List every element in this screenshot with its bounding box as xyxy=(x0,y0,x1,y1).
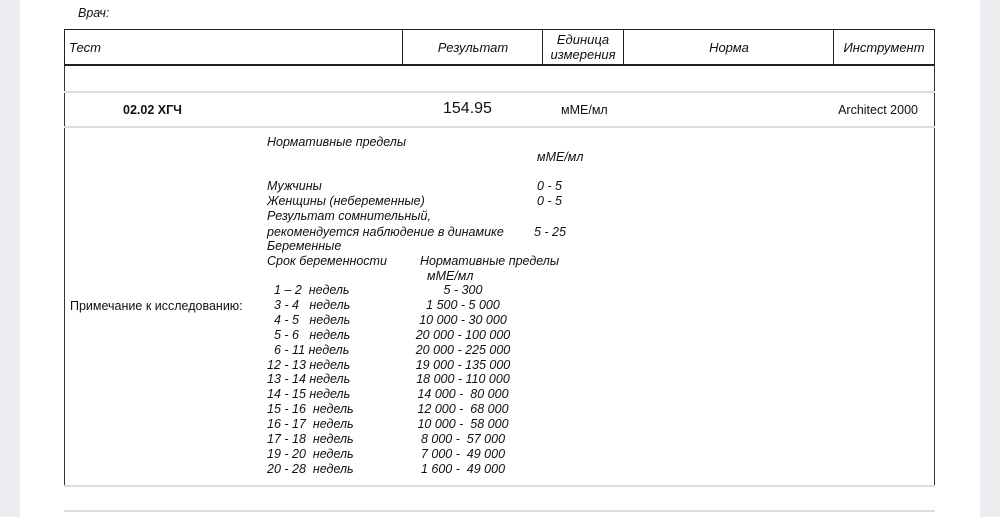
header-norm: Норма xyxy=(709,39,749,55)
week-range: 19 000 - 135 000 xyxy=(415,357,511,372)
result-unit: мМЕ/мл xyxy=(561,103,608,117)
range-label: Результат сомнительный, xyxy=(267,209,431,224)
week-range: 20 000 - 225 000 xyxy=(415,342,511,357)
header-result: Результат xyxy=(437,39,509,55)
week-term: 5 - 6 недель xyxy=(274,327,351,342)
limits-header: Нормативные пределы xyxy=(420,254,560,268)
range-value: 0 - 5 xyxy=(537,194,563,209)
pregnant-label: Беременные xyxy=(267,239,342,253)
range-label: Женщины (небеременные) xyxy=(267,194,425,209)
week-term: 14 - 15 недель xyxy=(267,387,351,402)
week-term: 16 - 17 недель xyxy=(267,417,354,432)
term-header: Срок беременности xyxy=(267,254,387,268)
week-range: 7 000 - 49 000 xyxy=(420,446,506,461)
week-range: 1 500 - 5 000 xyxy=(426,297,500,312)
week-range: 14 000 - 80 000 xyxy=(417,387,509,402)
result-value: 154.95 xyxy=(443,100,492,117)
week-term: 13 - 14 недель xyxy=(267,372,351,387)
table-header: Тест Результат Единица измерения Норма И… xyxy=(64,29,935,66)
week-range: 8 000 - 57 000 xyxy=(420,432,506,446)
empty-row xyxy=(64,66,935,91)
week-term: 20 - 28 недель xyxy=(267,461,354,476)
week-term: 4 - 5 недель xyxy=(274,312,351,327)
document-page xyxy=(20,0,980,517)
week-range: 5 - 300 xyxy=(443,283,483,297)
header-instrument: Инструмент xyxy=(843,39,925,55)
week-range: 1 600 - 49 000 xyxy=(420,461,506,476)
header-unit: Единица измерения xyxy=(550,32,616,62)
range-label: Мужчины xyxy=(267,179,322,193)
week-term: 17 - 18 недель xyxy=(267,432,354,446)
week-range: 10 000 - 30 000 xyxy=(419,312,507,327)
week-term: 12 - 13 недель xyxy=(267,357,351,372)
limits-unit: мМЕ/мл xyxy=(427,269,474,283)
note-title: Нормативные пределы xyxy=(267,135,407,149)
range-value: 5 - 25 xyxy=(534,224,566,239)
week-range: 20 000 - 100 000 xyxy=(415,327,511,342)
week-range: 12 000 - 68 000 xyxy=(417,402,509,417)
week-term: 19 - 20 недель xyxy=(267,446,354,461)
note-row xyxy=(64,128,935,485)
week-term: 6 - 11 недель xyxy=(274,342,350,357)
week-term: 1 – 2 недель xyxy=(274,283,350,297)
note-unit: мМЕ/мл xyxy=(537,150,584,164)
week-term: 15 - 16 недель xyxy=(267,402,354,417)
doctor-label: Врач: xyxy=(78,6,110,20)
range-label: рекомендуется наблюдение в динамике xyxy=(267,224,504,239)
range-value: 0 - 5 xyxy=(537,179,563,193)
week-range: 10 000 - 58 000 xyxy=(417,417,509,432)
test-name: 02.02 ХГЧ xyxy=(123,103,182,117)
header-test: Тест xyxy=(69,39,101,55)
week-range: 18 000 - 110 000 xyxy=(416,372,510,387)
note-label: Примечание к исследованию: xyxy=(70,299,243,313)
instrument: Architect 2000 xyxy=(838,103,918,117)
week-term: 3 - 4 недель xyxy=(274,297,351,312)
result-row: 02.02 ХГЧ 154.95 мМЕ/мл Architect 2000 xyxy=(64,93,935,126)
